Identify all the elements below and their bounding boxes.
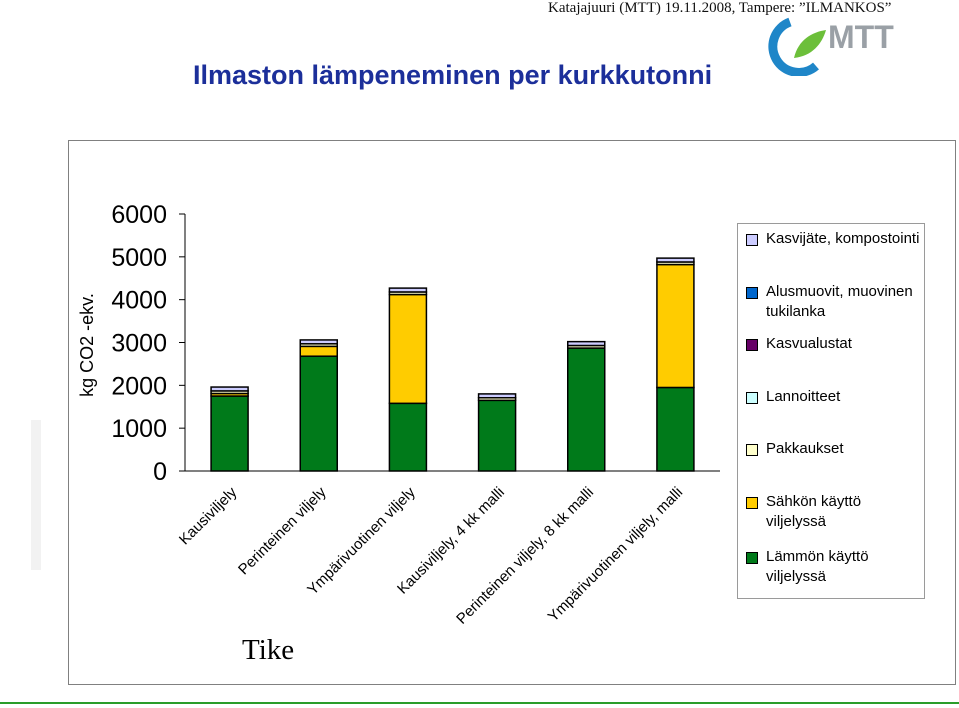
logo-text: MTT <box>828 19 894 55</box>
chart-legend: Kasvijäte, kompostointi Alusmuovit, muovi… <box>737 223 925 599</box>
legend-swatch <box>746 497 758 509</box>
legend-swatch <box>746 234 758 246</box>
legend-label: Kasvijäte, kompostointi <box>766 230 920 247</box>
legend-label: Lämmön käyttö viljelyssä <box>766 548 869 585</box>
legend-item: Lämmön käyttö viljelyssä <box>746 547 921 587</box>
y-tick-label: 4000 <box>111 287 167 315</box>
bar-segment <box>388 293 428 405</box>
bar-segment <box>656 257 695 263</box>
x-tick-label: Perinteinen viljely <box>235 483 330 578</box>
bar-segment <box>299 345 338 357</box>
header-note: Katajajuuri (MTT) 19.11.2008, Tampere: ”… <box>548 0 892 16</box>
bar-segment <box>299 355 338 472</box>
legend-swatch <box>746 392 758 404</box>
y-axis-label: kg CO2 -ekv. <box>77 293 97 397</box>
legend-label: Kasvualustat <box>766 335 852 352</box>
side-watermark <box>31 420 41 570</box>
y-tick-label: 0 <box>153 458 167 486</box>
legend-label: Sähkön käyttö viljelyssä <box>766 493 862 530</box>
logo-swoosh-icon <box>768 17 819 76</box>
bar-segment <box>567 340 606 347</box>
logo-leaf-icon <box>794 30 826 58</box>
legend-swatch <box>746 287 758 299</box>
legend-item: Kasvualustat <box>746 334 921 354</box>
source-label: Tike <box>242 634 295 666</box>
bar-segment <box>477 393 517 399</box>
bar-segment <box>656 386 695 472</box>
bar-segment <box>299 339 338 345</box>
bar-segment <box>656 263 695 389</box>
legend-swatch <box>746 552 758 564</box>
legend-label: Lannoitteet <box>766 388 841 405</box>
legend-item: Alusmuovit, muovinen tukilanka <box>746 282 921 322</box>
bar-segment <box>567 347 606 472</box>
legend-item: Kasvijäte, kompostointi <box>746 229 921 249</box>
legend-swatch <box>746 444 758 456</box>
legend-item: Pakkaukset <box>746 439 921 459</box>
legend-swatch <box>746 339 758 351</box>
y-tick-label: 5000 <box>111 244 167 272</box>
y-tick-label: 3000 <box>111 330 167 358</box>
mtt-logo: MTT <box>768 17 894 76</box>
legend-label: Alusmuovit, muovinen tukilanka <box>766 283 913 320</box>
bar-segment <box>210 395 249 472</box>
y-tick-label: 2000 <box>111 372 167 400</box>
y-tick-label: 6000 <box>111 201 167 229</box>
slide-title: Ilmaston lämpeneminen per kurkkutonni <box>193 60 713 90</box>
bar-segment <box>210 386 249 392</box>
bottom-rule <box>0 702 959 704</box>
bar-segment <box>477 399 517 472</box>
y-tick-label: 1000 <box>111 415 167 443</box>
x-tick-label: Kausiviljely <box>176 483 241 548</box>
legend-label: Pakkaukset <box>766 440 844 457</box>
bar-segment <box>388 287 428 293</box>
bar-segment <box>388 402 428 472</box>
legend-item: Sähkön käyttö viljelyssä <box>746 492 921 532</box>
legend-item: Lannoitteet <box>746 387 921 407</box>
